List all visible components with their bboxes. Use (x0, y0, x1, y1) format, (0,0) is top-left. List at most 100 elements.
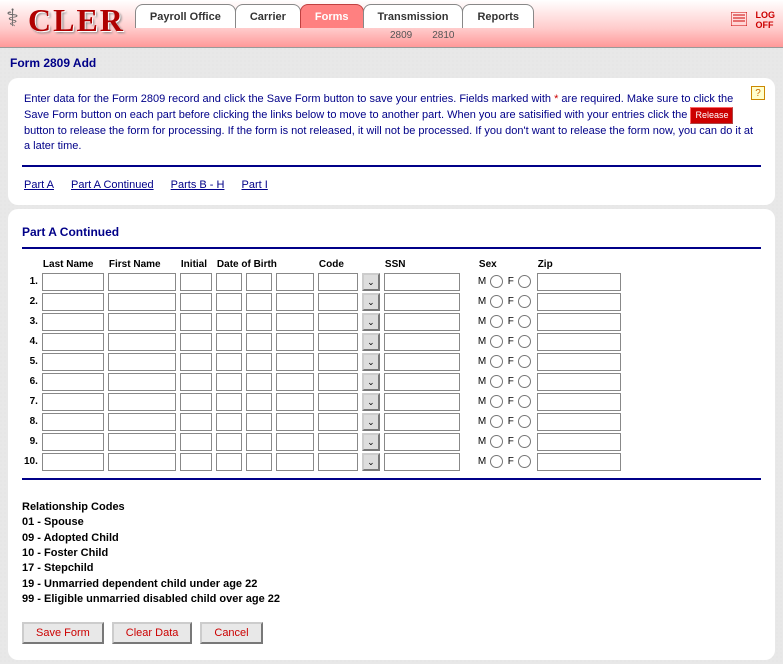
sex-female-radio[interactable] (518, 375, 531, 388)
dob-month-input[interactable] (216, 333, 242, 351)
dob-month-input[interactable] (216, 393, 242, 411)
dob-day-input[interactable] (246, 293, 272, 311)
zip-input[interactable] (537, 433, 621, 451)
first-name-input[interactable] (108, 433, 176, 451)
tab-carrier[interactable]: Carrier (235, 4, 301, 28)
dob-month-input[interactable] (216, 293, 242, 311)
dob-year-input[interactable] (276, 333, 314, 351)
dob-month-input[interactable] (216, 373, 242, 391)
release-button[interactable]: Release (690, 107, 733, 124)
tab-forms[interactable]: Forms (300, 4, 364, 28)
sex-male-radio[interactable] (490, 435, 503, 448)
code-input[interactable] (318, 313, 358, 331)
dob-day-input[interactable] (246, 333, 272, 351)
sex-female-radio[interactable] (518, 455, 531, 468)
tab-transmission[interactable]: Transmission (363, 4, 464, 28)
link-part-a-continued[interactable]: Part A Continued (71, 179, 154, 191)
initial-input[interactable] (180, 313, 212, 331)
dob-day-input[interactable] (246, 313, 272, 331)
first-name-input[interactable] (108, 393, 176, 411)
link-part-i[interactable]: Part I (242, 179, 268, 191)
sex-male-radio[interactable] (490, 355, 503, 368)
initial-input[interactable] (180, 353, 212, 371)
code-dropdown-button[interactable]: ⌄ (362, 353, 380, 371)
first-name-input[interactable] (108, 353, 176, 371)
save-form-button[interactable]: Save Form (22, 622, 104, 644)
dob-day-input[interactable] (246, 393, 272, 411)
help-icon[interactable]: ? (751, 86, 765, 100)
ssn-input[interactable] (384, 313, 460, 331)
last-name-input[interactable] (42, 453, 104, 471)
code-dropdown-button[interactable]: ⌄ (362, 333, 380, 351)
ssn-input[interactable] (384, 353, 460, 371)
code-dropdown-button[interactable]: ⌄ (362, 373, 380, 391)
code-input[interactable] (318, 353, 358, 371)
dob-year-input[interactable] (276, 353, 314, 371)
dob-year-input[interactable] (276, 393, 314, 411)
link-part-a[interactable]: Part A (24, 179, 54, 191)
code-dropdown-button[interactable]: ⌄ (362, 433, 380, 451)
sex-female-radio[interactable] (518, 395, 531, 408)
code-input[interactable] (318, 373, 358, 391)
sex-female-radio[interactable] (518, 435, 531, 448)
code-input[interactable] (318, 293, 358, 311)
sex-male-radio[interactable] (490, 375, 503, 388)
code-input[interactable] (318, 333, 358, 351)
code-dropdown-button[interactable]: ⌄ (362, 313, 380, 331)
dob-year-input[interactable] (276, 313, 314, 331)
sex-female-radio[interactable] (518, 275, 531, 288)
code-dropdown-button[interactable]: ⌄ (362, 393, 380, 411)
dob-day-input[interactable] (246, 273, 272, 291)
dob-month-input[interactable] (216, 453, 242, 471)
dob-year-input[interactable] (276, 273, 314, 291)
first-name-input[interactable] (108, 273, 176, 291)
ssn-input[interactable] (384, 413, 460, 431)
subtab-2810[interactable]: 2810 (432, 30, 454, 41)
zip-input[interactable] (537, 293, 621, 311)
ssn-input[interactable] (384, 333, 460, 351)
ssn-input[interactable] (384, 293, 460, 311)
link-parts-b-h[interactable]: Parts B - H (171, 179, 225, 191)
dob-month-input[interactable] (216, 353, 242, 371)
initial-input[interactable] (180, 393, 212, 411)
sex-male-radio[interactable] (490, 315, 503, 328)
first-name-input[interactable] (108, 333, 176, 351)
dob-year-input[interactable] (276, 293, 314, 311)
sex-male-radio[interactable] (490, 295, 503, 308)
zip-input[interactable] (537, 273, 621, 291)
code-dropdown-button[interactable]: ⌄ (362, 293, 380, 311)
ssn-input[interactable] (384, 273, 460, 291)
last-name-input[interactable] (42, 393, 104, 411)
code-dropdown-button[interactable]: ⌄ (362, 413, 380, 431)
dob-year-input[interactable] (276, 373, 314, 391)
dob-day-input[interactable] (246, 453, 272, 471)
tab-payroll-office[interactable]: Payroll Office (135, 4, 236, 28)
ssn-input[interactable] (384, 453, 460, 471)
first-name-input[interactable] (108, 373, 176, 391)
last-name-input[interactable] (42, 273, 104, 291)
code-input[interactable] (318, 413, 358, 431)
code-input[interactable] (318, 273, 358, 291)
first-name-input[interactable] (108, 313, 176, 331)
initial-input[interactable] (180, 293, 212, 311)
zip-input[interactable] (537, 453, 621, 471)
code-input[interactable] (318, 453, 358, 471)
last-name-input[interactable] (42, 413, 104, 431)
initial-input[interactable] (180, 273, 212, 291)
logoff-button[interactable]: LOGOFF (756, 10, 776, 30)
dob-day-input[interactable] (246, 433, 272, 451)
zip-input[interactable] (537, 413, 621, 431)
initial-input[interactable] (180, 373, 212, 391)
ssn-input[interactable] (384, 393, 460, 411)
first-name-input[interactable] (108, 293, 176, 311)
zip-input[interactable] (537, 353, 621, 371)
last-name-input[interactable] (42, 313, 104, 331)
dob-year-input[interactable] (276, 453, 314, 471)
last-name-input[interactable] (42, 293, 104, 311)
clear-data-button[interactable]: Clear Data (112, 622, 193, 644)
last-name-input[interactable] (42, 433, 104, 451)
sex-male-radio[interactable] (490, 415, 503, 428)
code-dropdown-button[interactable]: ⌄ (362, 453, 380, 471)
zip-input[interactable] (537, 393, 621, 411)
zip-input[interactable] (537, 373, 621, 391)
